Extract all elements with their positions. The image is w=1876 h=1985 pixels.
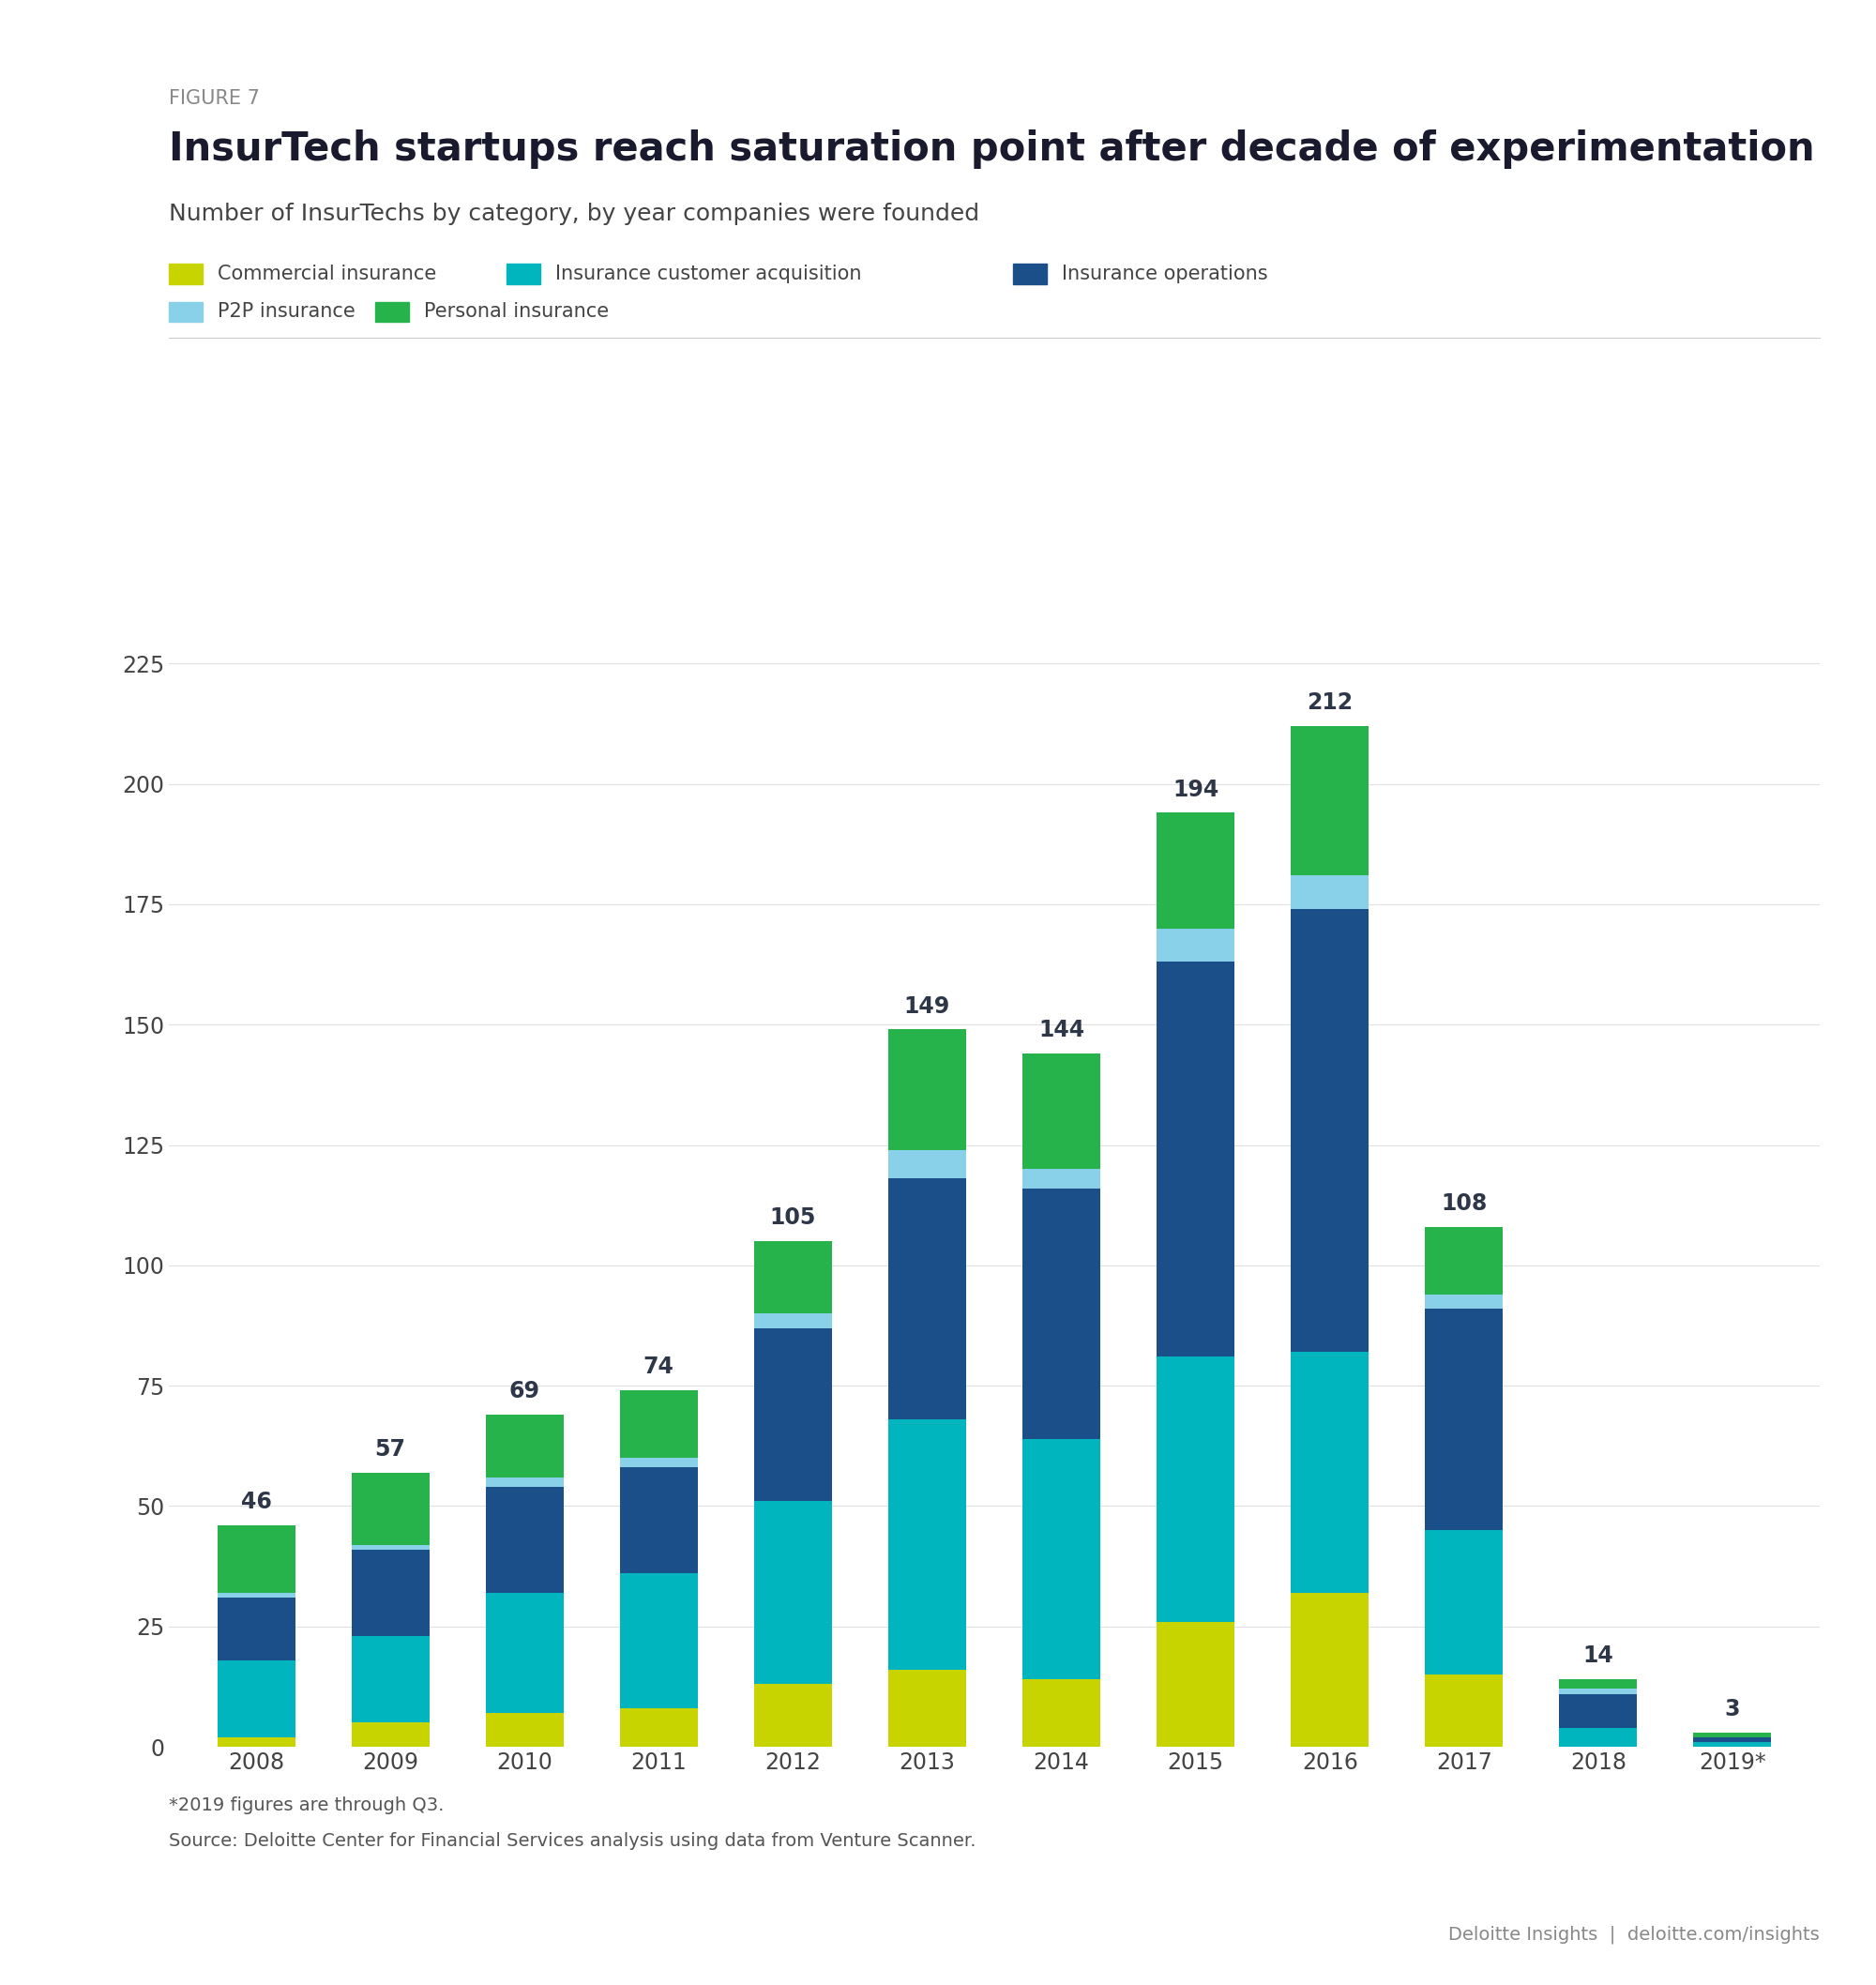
Text: 212: 212 <box>1308 691 1353 715</box>
Text: 14: 14 <box>1583 1646 1613 1667</box>
Bar <box>754 1501 831 1683</box>
Text: 46: 46 <box>240 1491 272 1513</box>
Bar <box>754 1683 831 1747</box>
Text: 108: 108 <box>1441 1193 1488 1215</box>
Bar <box>754 1328 831 1501</box>
Bar <box>887 1419 966 1669</box>
Bar <box>218 1737 295 1747</box>
Bar <box>1426 1675 1503 1747</box>
Text: P2P insurance: P2P insurance <box>218 302 355 322</box>
Bar <box>1694 1733 1771 1737</box>
Bar <box>1426 1227 1503 1294</box>
Bar <box>619 1574 698 1709</box>
Bar <box>1291 875 1369 909</box>
Text: 3: 3 <box>1724 1697 1741 1721</box>
Bar <box>486 1477 563 1487</box>
Text: Deloitte Insights  |  deloitte.com/insights: Deloitte Insights | deloitte.com/insight… <box>1448 1925 1820 1943</box>
Bar <box>351 1636 430 1723</box>
Bar <box>1426 1294 1503 1308</box>
Bar <box>1291 909 1369 1352</box>
Bar <box>351 1473 430 1544</box>
Bar <box>619 1457 698 1467</box>
Text: 69: 69 <box>508 1380 540 1403</box>
Bar <box>887 1179 966 1419</box>
Bar <box>218 1524 295 1592</box>
Text: Source: Deloitte Center for Financial Services analysis using data from Venture : Source: Deloitte Center for Financial Se… <box>169 1832 976 1850</box>
Bar <box>1157 1358 1234 1622</box>
Bar <box>218 1592 295 1598</box>
Text: 194: 194 <box>1172 778 1219 800</box>
Bar <box>1157 1622 1234 1747</box>
Bar <box>1559 1689 1638 1693</box>
Text: 57: 57 <box>375 1437 405 1461</box>
Bar <box>486 1592 563 1713</box>
Bar <box>1291 1592 1369 1747</box>
Bar <box>619 1467 698 1574</box>
Bar <box>351 1544 430 1550</box>
Bar <box>1022 1054 1101 1169</box>
Text: InsurTech startups reach saturation point after decade of experimentation: InsurTech startups reach saturation poin… <box>169 129 1814 169</box>
Text: Insurance customer acquisition: Insurance customer acquisition <box>555 264 861 284</box>
Bar <box>1559 1727 1638 1747</box>
Bar <box>619 1709 698 1747</box>
Bar <box>1559 1693 1638 1727</box>
Bar <box>1694 1743 1771 1747</box>
Text: *2019 figures are through Q3.: *2019 figures are through Q3. <box>169 1796 445 1814</box>
Bar <box>1022 1189 1101 1439</box>
Bar <box>1291 1352 1369 1592</box>
Bar <box>218 1659 295 1737</box>
Text: Insurance operations: Insurance operations <box>1062 264 1268 284</box>
Text: 105: 105 <box>769 1207 816 1229</box>
Text: Commercial insurance: Commercial insurance <box>218 264 437 284</box>
Text: 144: 144 <box>1037 1018 1084 1042</box>
Bar <box>1022 1169 1101 1189</box>
Bar <box>1157 929 1234 963</box>
Bar <box>1291 727 1369 875</box>
Bar <box>1559 1679 1638 1689</box>
Bar <box>1022 1439 1101 1679</box>
Bar <box>887 1149 966 1179</box>
Bar <box>754 1314 831 1328</box>
Bar <box>619 1391 698 1457</box>
Bar <box>1694 1737 1771 1743</box>
Bar <box>1426 1308 1503 1530</box>
Bar <box>887 1030 966 1149</box>
Bar <box>486 1415 563 1477</box>
Text: Personal insurance: Personal insurance <box>424 302 610 322</box>
Bar <box>754 1241 831 1314</box>
Text: FIGURE 7: FIGURE 7 <box>169 89 259 107</box>
Bar <box>486 1713 563 1747</box>
Text: 74: 74 <box>643 1356 673 1378</box>
Bar <box>887 1669 966 1747</box>
Bar <box>1022 1679 1101 1747</box>
Bar <box>218 1598 295 1659</box>
Text: Number of InsurTechs by category, by year companies were founded: Number of InsurTechs by category, by yea… <box>169 202 979 224</box>
Bar <box>1157 963 1234 1358</box>
Bar <box>351 1723 430 1747</box>
Text: 149: 149 <box>904 994 951 1018</box>
Bar <box>1426 1530 1503 1675</box>
Bar <box>351 1550 430 1636</box>
Bar <box>486 1487 563 1592</box>
Bar <box>1157 812 1234 929</box>
